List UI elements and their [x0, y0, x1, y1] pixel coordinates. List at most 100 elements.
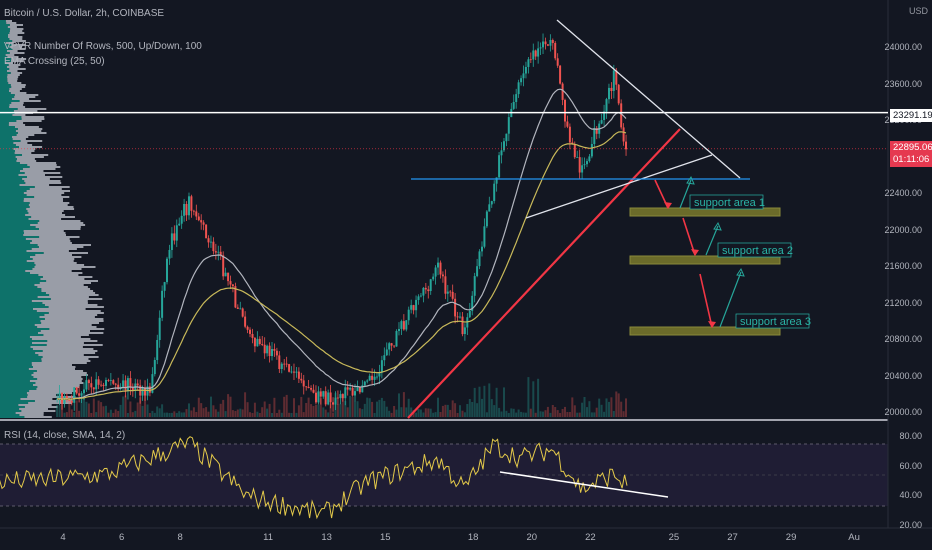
volume-profile-up: [0, 400, 35, 402]
candle-body: [188, 196, 190, 216]
volume-profile-down: [38, 274, 79, 276]
candle-body: [234, 286, 237, 308]
volume-bar: [144, 392, 146, 417]
volume-bar: [126, 413, 129, 417]
volume-profile-up: [0, 350, 43, 352]
rsi-indicator-label[interactable]: RSI (14, close, SMA, 14, 2): [4, 430, 126, 441]
volume-profile-down: [28, 204, 68, 206]
price-label-6: 21200.00: [884, 297, 922, 308]
candle-body: [366, 380, 369, 382]
volume-bar: [515, 412, 518, 417]
volume-profile-down: [22, 168, 56, 170]
volume-profile-down: [9, 32, 25, 34]
candle-body: [244, 316, 247, 327]
volume-profile-up: [0, 242, 31, 244]
volume-profile-up: [0, 36, 8, 38]
volume-profile-down: [39, 220, 81, 222]
candle-body: [271, 349, 273, 357]
volume-bar: [476, 403, 479, 417]
volume-profile-up: [0, 230, 24, 232]
candle-body: [393, 345, 396, 347]
volume-bar: [261, 407, 264, 417]
volume-profile-up: [0, 64, 9, 66]
volume-profile-down: [32, 348, 94, 350]
candle-body: [505, 133, 508, 142]
volume-profile: [0, 20, 105, 418]
volume-profile-down: [26, 208, 75, 210]
volume-profile-down: [9, 88, 22, 90]
candle-body: [241, 308, 244, 317]
volume-profile-up: [0, 304, 45, 306]
candle-body: [173, 233, 176, 241]
volume-profile-down: [7, 80, 18, 82]
volume-profile-down: [29, 390, 77, 392]
volume-profile-up: [0, 278, 41, 280]
candle-body: [63, 396, 66, 404]
volume-profile-down: [32, 342, 84, 344]
volume-bar: [605, 398, 608, 417]
volume-profile-up: [0, 40, 13, 42]
candle-body: [454, 298, 457, 317]
volume-bar: [546, 406, 549, 417]
candle-body: [503, 141, 505, 151]
volume-profile-down: [27, 396, 76, 398]
volume-bar: [542, 411, 544, 417]
volume-bar: [583, 397, 586, 417]
volume-profile-down: [35, 382, 84, 384]
volume-profile-up: [0, 158, 17, 160]
volume-bar: [273, 397, 276, 417]
candle-body: [537, 48, 540, 57]
candle-body: [195, 211, 198, 217]
volume-bar: [293, 398, 295, 417]
volume-profile-up: [0, 222, 38, 224]
candle-body: [398, 329, 400, 331]
volume-profile-up: [0, 204, 29, 206]
volume-profile-up: [0, 208, 27, 210]
volume-profile-up: [0, 84, 11, 86]
volume-profile-down: [24, 172, 61, 174]
volume-profile-up: [0, 206, 30, 208]
volume-bar: [346, 407, 349, 417]
volume-profile-up: [0, 280, 47, 282]
volume-bar: [556, 410, 559, 417]
candle-body: [295, 371, 298, 373]
up-arrowhead-2: [713, 221, 722, 231]
volume-profile-up: [0, 296, 38, 298]
volume-bar: [427, 408, 430, 417]
candle-body: [251, 334, 254, 338]
candle-body: [163, 282, 166, 291]
indicator-ema[interactable]: EMA Crossing (25, 50): [4, 56, 105, 67]
volume-bar: [100, 402, 103, 417]
candle-body: [483, 226, 486, 247]
volume-profile-down: [24, 416, 52, 418]
candle-body: [312, 389, 315, 393]
candle-body: [341, 394, 344, 399]
candle-body: [227, 272, 230, 282]
ema-50-line: [57, 131, 627, 400]
volume-profile-up: [0, 372, 34, 374]
volume-bar: [444, 404, 447, 417]
volume-bar: [415, 412, 418, 417]
candle-body: [419, 295, 422, 297]
candle-body: [500, 150, 503, 156]
candle-body: [70, 401, 73, 403]
volume-profile-down: [8, 34, 18, 36]
volume-bar: [356, 401, 359, 417]
indicator-vpvr[interactable]: VPVR Number Of Rows, 500, Up/Down, 100: [4, 41, 202, 52]
volume-profile-down: [44, 304, 98, 306]
volume-bar: [520, 411, 523, 417]
volume-bar: [305, 403, 308, 417]
volume-profile-down: [7, 74, 20, 76]
volume-profile-down: [19, 146, 43, 148]
volume-profile-down: [5, 42, 14, 44]
volume-bar: [241, 409, 244, 417]
volume-profile-up: [0, 374, 32, 376]
volume-bar: [437, 397, 439, 417]
volume-profile-up: [0, 362, 32, 364]
volume-profile-up: [0, 272, 30, 274]
candle-body: [383, 355, 386, 361]
volume-profile-up: [0, 144, 16, 146]
candle-body: [434, 267, 437, 277]
volume-profile-up: [0, 390, 30, 392]
